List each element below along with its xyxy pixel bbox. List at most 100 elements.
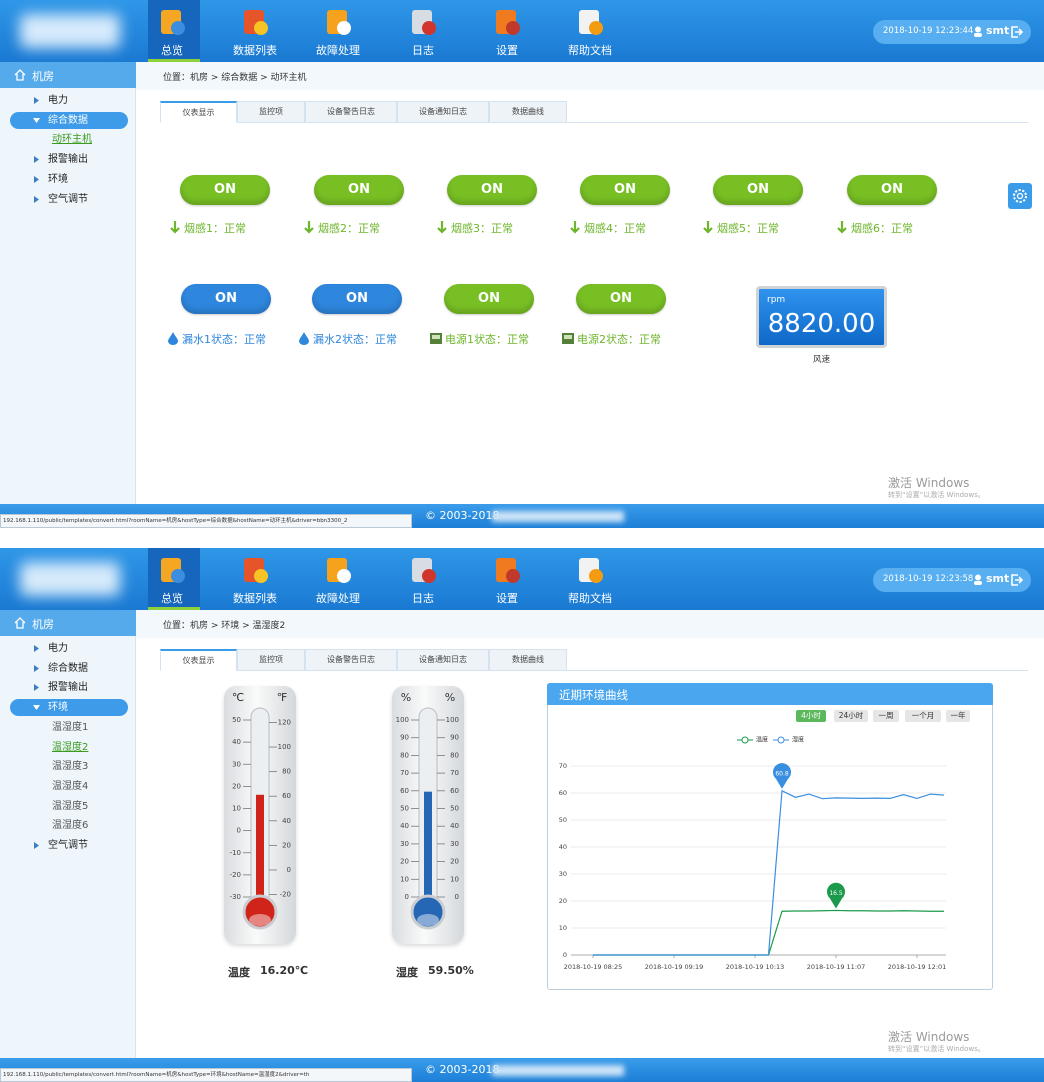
settings-button[interactable]: [1008, 183, 1032, 209]
range-label: 一周: [878, 711, 894, 720]
footer: 192.168.1.110/public/templates/convert.h…: [0, 504, 1044, 528]
switch-button[interactable]: ON: [580, 175, 670, 205]
tab[interactable]: 设备警告日志: [305, 101, 397, 123]
switch-button[interactable]: ON: [181, 284, 271, 314]
switch-button[interactable]: ON: [312, 284, 402, 314]
sidebar-item[interactable]: 环境: [0, 171, 136, 188]
tab[interactable]: 仪表显示: [160, 101, 237, 123]
tab[interactable]: 监控项: [237, 101, 305, 123]
sidebar-item[interactable]: 空气调节: [0, 191, 136, 208]
nav-item[interactable]: 总览: [140, 548, 204, 610]
nav-item[interactable]: 故障处理: [306, 0, 370, 62]
tab[interactable]: 仪表显示: [160, 649, 237, 671]
tick-label: 70: [400, 769, 409, 777]
tab[interactable]: 监控项: [237, 649, 305, 671]
switch-button[interactable]: ON: [713, 175, 803, 205]
nav-item[interactable]: 日志: [391, 0, 455, 62]
sidebar-root[interactable]: 机房: [0, 62, 136, 88]
logout-icon[interactable]: [1011, 26, 1023, 38]
sidebar-item[interactable]: 综合数据: [10, 111, 128, 129]
user-name[interactable]: smt: [986, 572, 1010, 585]
tick-label: 20: [400, 858, 409, 866]
nav-item[interactable]: 数据列表: [223, 548, 287, 610]
status-label: 漏水1状态：正常: [182, 333, 266, 346]
icon-shape: [33, 705, 40, 711]
sidebar-item[interactable]: 电力: [0, 640, 136, 657]
sidebar-item[interactable]: 报警输出: [0, 151, 136, 168]
logout-icon[interactable]: [1011, 574, 1023, 586]
status-icon: [168, 332, 178, 345]
icon-shape: [171, 21, 185, 35]
nav-label: 设置: [496, 592, 518, 605]
tick-label: 60: [282, 792, 291, 800]
icon-shape: [506, 21, 520, 35]
nav-item[interactable]: 数据列表: [223, 0, 287, 62]
switch-button[interactable]: ON: [847, 175, 937, 205]
tab-label: 设备通知日志: [419, 107, 467, 116]
range-label: 一个月: [911, 711, 935, 720]
nav-icon: [496, 10, 520, 35]
tab[interactable]: 数据曲线: [489, 649, 567, 671]
tick-label: 0: [405, 893, 409, 901]
nav-item[interactable]: 总览: [140, 0, 204, 62]
tab-line: [160, 122, 1028, 123]
switch-button[interactable]: ON: [314, 175, 404, 205]
switch-button[interactable]: ON: [180, 175, 270, 205]
sidebar-subitem[interactable]: 温湿度4: [52, 780, 89, 792]
range-button[interactable]: 24小时: [834, 710, 868, 722]
tab[interactable]: 设备通知日志: [397, 649, 489, 671]
nav-item[interactable]: 帮助文档: [558, 548, 622, 610]
switch-button[interactable]: ON: [576, 284, 666, 314]
tick-label: -20: [280, 891, 291, 899]
tick-label: 10: [232, 805, 241, 813]
range-button[interactable]: 一周: [873, 710, 899, 722]
sidebar-subitem[interactable]: 温湿度3: [52, 761, 89, 773]
tree-arrow: [34, 97, 39, 104]
nav-label: 数据列表: [233, 44, 277, 57]
watermark-note: 转到“设置”以激活 Windows。: [888, 491, 985, 499]
icon-shape: [34, 645, 39, 652]
nav-item[interactable]: 帮助文档: [558, 0, 622, 62]
sidebar-subitem[interactable]: 温湿度6: [52, 820, 89, 832]
nav-item[interactable]: 日志: [391, 548, 455, 610]
icon-shape: [432, 335, 440, 339]
nav-item[interactable]: 设置: [475, 0, 539, 62]
nav-label: 总览: [161, 44, 183, 57]
sidebar-item[interactable]: 空气调节: [0, 837, 136, 854]
user-icon: [974, 574, 982, 585]
sidebar-item[interactable]: 电力: [0, 92, 136, 109]
sidebar-item[interactable]: 综合数据: [0, 660, 136, 677]
sidebar-subitem[interactable]: 温湿度5: [52, 800, 89, 812]
icon-shape: [337, 21, 351, 35]
tab[interactable]: 数据曲线: [489, 101, 567, 123]
range-button[interactable]: 一个月: [905, 710, 941, 722]
sidebar-subitem[interactable]: 动环主机: [52, 134, 92, 146]
sidebar-subitem[interactable]: 温湿度1: [52, 721, 89, 733]
sidebar-subitem[interactable]: 温湿度2: [52, 741, 89, 753]
sidebar-root[interactable]: 机房: [0, 610, 136, 636]
icon-shape: [422, 21, 436, 35]
switch-button[interactable]: ON: [444, 284, 534, 314]
sidebar-item[interactable]: 报警输出: [0, 679, 136, 696]
tab-label: 设备警告日志: [327, 655, 375, 664]
icon-shape: [1013, 189, 1027, 203]
y-tick-label: 0: [563, 951, 567, 959]
range-button[interactable]: 一年: [946, 710, 970, 722]
tab[interactable]: 设备通知日志: [397, 101, 489, 123]
tab-label: 数据曲线: [512, 655, 544, 664]
copyright: © 2003-2018: [425, 1063, 500, 1076]
nav-item[interactable]: 设置: [475, 548, 539, 610]
range-label: 24小时: [838, 711, 864, 720]
sidebar-item[interactable]: 环境: [10, 699, 128, 717]
icon-shape: [168, 332, 178, 345]
tick-label: 40: [450, 822, 459, 830]
range-button[interactable]: 4小时: [796, 710, 826, 722]
status-url: 192.168.1.110/public/templates/convert.h…: [0, 1068, 412, 1082]
nav-label: 数据列表: [233, 592, 277, 605]
tab[interactable]: 设备警告日志: [305, 649, 397, 671]
nav-item[interactable]: 故障处理: [306, 548, 370, 610]
icon-shape: [1011, 26, 1023, 38]
switch-button[interactable]: ON: [447, 175, 537, 205]
user-name[interactable]: smt: [986, 24, 1010, 37]
icon-shape: [975, 26, 981, 33]
